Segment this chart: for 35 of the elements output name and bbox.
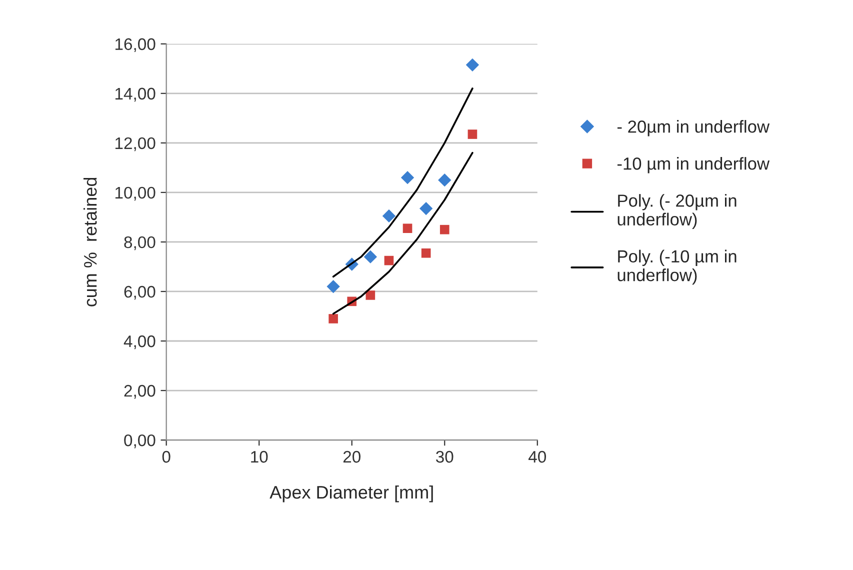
y-tick-label: 16,00 — [115, 38, 156, 52]
x-axis-title: Apex Diameter [mm] — [270, 485, 433, 502]
line-series — [332, 88, 474, 278]
legend-label: Poly. (-10 µm in underflow) — [618, 250, 736, 285]
point — [328, 314, 338, 324]
y-tick-label: 8,00 — [124, 236, 156, 250]
y-tick-label: 12,00 — [115, 137, 156, 152]
x-tick-label: 40 — [528, 450, 546, 463]
x-tick-label: 20 — [343, 450, 360, 463]
y-tick-label: 14,00 — [115, 88, 156, 102]
legend-label: - 20µm in underflow — [617, 120, 770, 136]
point — [440, 224, 450, 234]
y-tick-label: 10,00 — [115, 186, 156, 201]
point — [326, 280, 340, 294]
point — [402, 224, 412, 234]
x-tick-label: 10 — [251, 450, 268, 463]
point — [421, 248, 431, 258]
x-tick-label: 0 — [162, 450, 170, 463]
point — [468, 130, 478, 139]
y-tick-label: 4,00 — [124, 335, 156, 350]
point — [400, 171, 414, 184]
point — [382, 209, 396, 223]
point — [364, 250, 378, 264]
y-tick-label: 2,00 — [124, 384, 156, 399]
point — [419, 202, 433, 216]
point — [366, 290, 376, 300]
point — [466, 58, 480, 72]
y-tick-label: 6,00 — [124, 286, 156, 300]
y-axis-title: cum % retained — [83, 178, 97, 306]
x-tick-label: 30 — [436, 450, 454, 463]
legend-label: -10 µm in underflow — [617, 157, 770, 174]
legend-label: Poly. (- 20µm in underflow) — [618, 194, 736, 229]
point — [384, 256, 394, 266]
point — [438, 173, 452, 187]
y-tick-label: 0,00 — [124, 434, 156, 448]
